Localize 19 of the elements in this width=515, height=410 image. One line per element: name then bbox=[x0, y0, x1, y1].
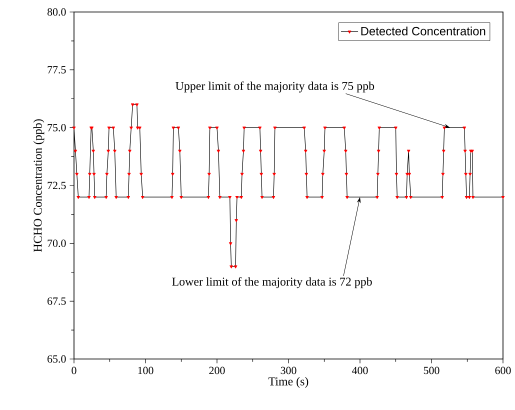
x-tick-label: 400 bbox=[352, 366, 368, 374]
y-tick-label: 67.5 bbox=[48, 297, 66, 305]
x-tick-label: 300 bbox=[280, 366, 296, 374]
legend-label: Detected Concentration bbox=[361, 26, 486, 36]
x-tick-label: 0 bbox=[72, 366, 76, 374]
y-tick-label: 70.0 bbox=[48, 240, 66, 248]
x-tick-label: 200 bbox=[209, 366, 225, 374]
y-tick-label: 80.0 bbox=[47, 8, 66, 16]
y-tick-label: 75.0 bbox=[48, 124, 66, 132]
x-tick-label: 600 bbox=[495, 366, 511, 374]
x-tick-label: 100 bbox=[138, 366, 154, 374]
x-tick-label: 500 bbox=[424, 366, 440, 374]
x-axis-title: Time (s) bbox=[268, 377, 308, 388]
annotation: Lower limit of the majority data is 72 ppb bbox=[172, 277, 372, 288]
y-tick-label: 77.5 bbox=[48, 66, 66, 74]
y-tick-label: 72.5 bbox=[48, 182, 66, 190]
y-tick-label: 65.0 bbox=[48, 355, 66, 363]
y-axis-title: HCHO Concentration (ppb) bbox=[33, 119, 44, 252]
annotation: Upper limit of the majority data is 75 ppb bbox=[176, 81, 374, 92]
